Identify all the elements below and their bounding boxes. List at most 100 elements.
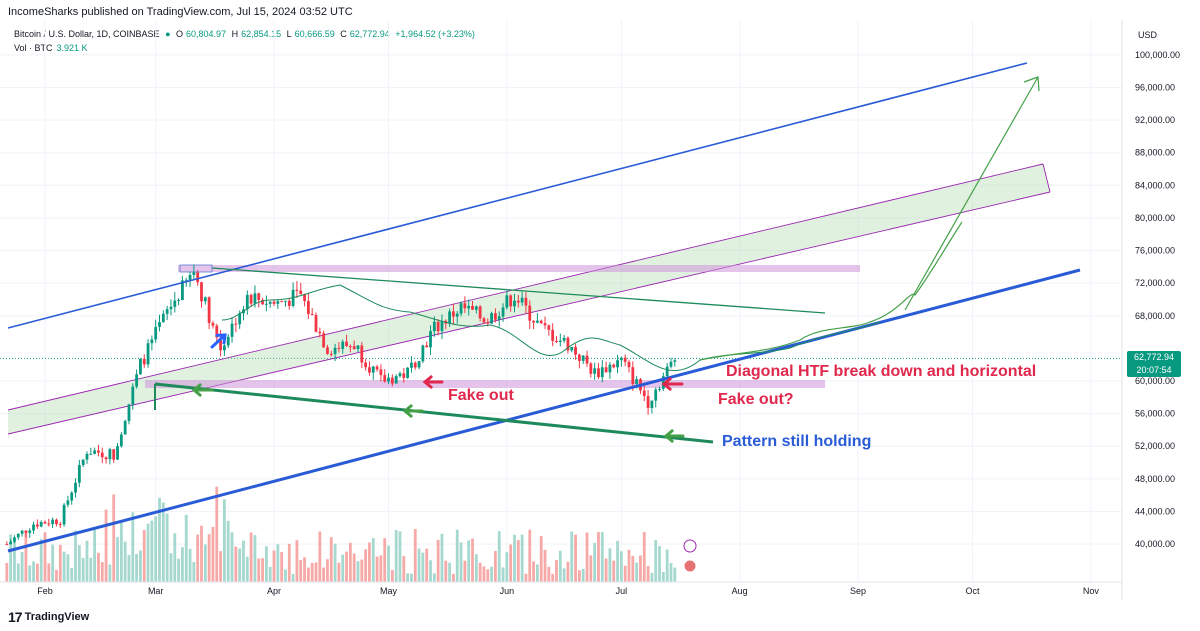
candle-body [631, 367, 635, 385]
candle-body [402, 373, 406, 378]
volume-bar [524, 573, 528, 582]
candle-body [249, 294, 253, 304]
candle-body [642, 390, 646, 396]
candle-body [318, 331, 322, 334]
projection-arrow-head [1023, 76, 1040, 92]
candle-body [348, 346, 352, 348]
candle-body [93, 450, 97, 454]
candle-body [161, 313, 165, 323]
candle-body [215, 325, 219, 338]
volume-bar [303, 557, 306, 582]
candle-body [238, 313, 242, 325]
change-value: +1,964.52 (+3.23%) [395, 29, 475, 39]
price-tick-label: 40,000.00 [1135, 539, 1175, 549]
price-tick-label: 48,000.00 [1135, 474, 1175, 484]
currency-label[interactable]: USD [1138, 30, 1158, 40]
price-tick-label: 84,000.00 [1135, 180, 1175, 190]
candle-body [333, 347, 337, 355]
volume-bar [616, 540, 619, 582]
candle-body [146, 343, 150, 365]
volume-bar [356, 561, 360, 582]
volume-bar [142, 530, 146, 582]
price-axis[interactable]: 100,000.00 96,000.00 92,000.00 88,000.00 84,… [1121, 20, 1180, 600]
candle-body [150, 339, 154, 344]
candle-body [303, 294, 306, 301]
volume-bar [600, 532, 604, 582]
candle-body [658, 388, 661, 390]
price-tick-label: 92,000.00 [1135, 115, 1175, 125]
candle-body [89, 453, 93, 455]
volume-bar [66, 554, 70, 582]
candle-body [665, 366, 669, 377]
tradingview-brand[interactable]: 17 TradingView [8, 609, 89, 625]
volume-bar [482, 566, 486, 582]
candle-body [455, 313, 459, 317]
volume-bar [123, 541, 127, 582]
candle-body [207, 297, 211, 323]
volume-bar [520, 534, 524, 582]
symbol-name[interactable]: Bitcoin / U.S. Dollar, 1D, COINBASE [14, 29, 160, 39]
volume-bar [635, 562, 639, 582]
time-tick-label: Apr [267, 586, 281, 596]
volume-bar [597, 532, 600, 582]
candle-body [142, 358, 146, 365]
volume-bar [474, 554, 478, 582]
volume-bar [196, 534, 200, 582]
volume-bar [535, 564, 539, 582]
red-arrow-left-icon-2-head [661, 377, 672, 391]
candle-body [219, 337, 222, 351]
candle-body [85, 453, 89, 460]
volume-label[interactable]: Vol · BTC [14, 43, 53, 53]
candle-body [173, 300, 177, 307]
volume-bar [577, 570, 581, 582]
time-tick-label: Jul [616, 586, 628, 596]
candle-body [524, 297, 528, 306]
volume-bar [589, 555, 593, 582]
candle-body [222, 345, 226, 351]
volume-bar [291, 573, 295, 582]
volume-bar [551, 573, 555, 582]
volume-bar [85, 540, 89, 582]
volume-bar [432, 573, 436, 582]
volume-bar [93, 529, 97, 582]
candle-body [329, 353, 333, 355]
volume-bar [509, 544, 513, 582]
volume-bar [135, 553, 139, 582]
candle-body [417, 361, 421, 368]
volume-bar [284, 569, 287, 582]
volume-bar [383, 538, 387, 582]
candle-body [310, 313, 314, 316]
candle-body [535, 320, 539, 323]
volume-bar [574, 534, 577, 582]
volume-bar [238, 548, 242, 582]
volume-bar [97, 552, 100, 582]
annotation-pattern-holding: Pattern still holding [722, 433, 871, 450]
candle-body [597, 368, 600, 378]
volume-bar [203, 544, 207, 582]
candle-body [123, 420, 127, 435]
candle-body [284, 300, 287, 302]
candle-body [432, 321, 436, 332]
candle-body [257, 293, 261, 300]
volume-bar [287, 543, 291, 582]
candle-body [619, 357, 623, 361]
volume-bar [299, 560, 303, 582]
candle-body [177, 299, 180, 301]
price-tick-label: 56,000.00 [1135, 409, 1175, 419]
descending-support-line [154, 382, 714, 444]
volume-bar [673, 567, 677, 582]
candle-body [505, 295, 509, 308]
volume-bar [371, 538, 375, 582]
candle-body [528, 305, 532, 321]
volume-bar [100, 562, 104, 582]
volume-bar [478, 562, 482, 582]
candle-body [119, 434, 123, 447]
volume-bar [402, 556, 406, 582]
candle-body [295, 289, 299, 291]
candle-body [604, 367, 608, 373]
volume-bar [32, 561, 35, 582]
time-axis[interactable]: Feb Mar Apr May Jun Jul Aug Sep Oct Nov [0, 581, 1122, 596]
volume-bar [13, 538, 16, 582]
candle-body [375, 366, 379, 370]
